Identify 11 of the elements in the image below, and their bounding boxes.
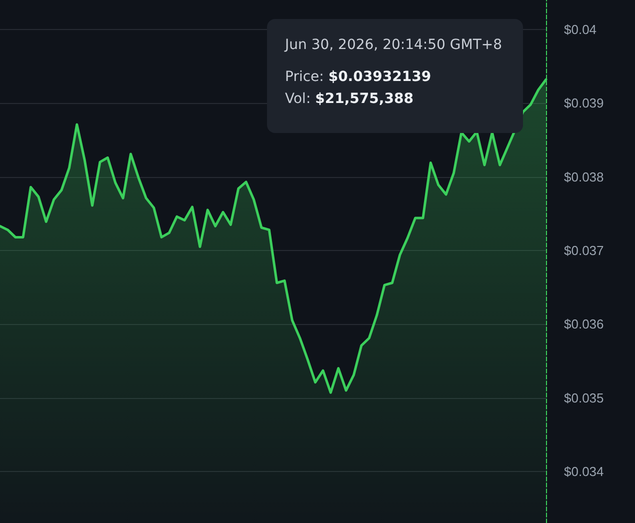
annotation: Jun 30, 2026, 20:14:50 GMT+8 [285, 37, 504, 53]
y-tick-label: $0.039 [564, 96, 604, 111]
y-tick-label: $0.035 [564, 390, 604, 406]
y-tick-label: $0.036 [564, 316, 604, 332]
y-tick-label: $0.037 [564, 242, 604, 258]
annotation: Vol: $21,575,388 [285, 91, 414, 107]
annotation: Price: $0.03932139 [285, 69, 432, 85]
y-tick-label: $0.04 [564, 22, 597, 37]
y-tick-label: $0.034 [564, 464, 604, 479]
tooltip-card: Jun 30, 2026, 20:14:50 GMT+8 Price: $0.03932139 Vol: $21,575,388 [267, 19, 523, 133]
y-tick-label: $0.038 [564, 169, 604, 184]
